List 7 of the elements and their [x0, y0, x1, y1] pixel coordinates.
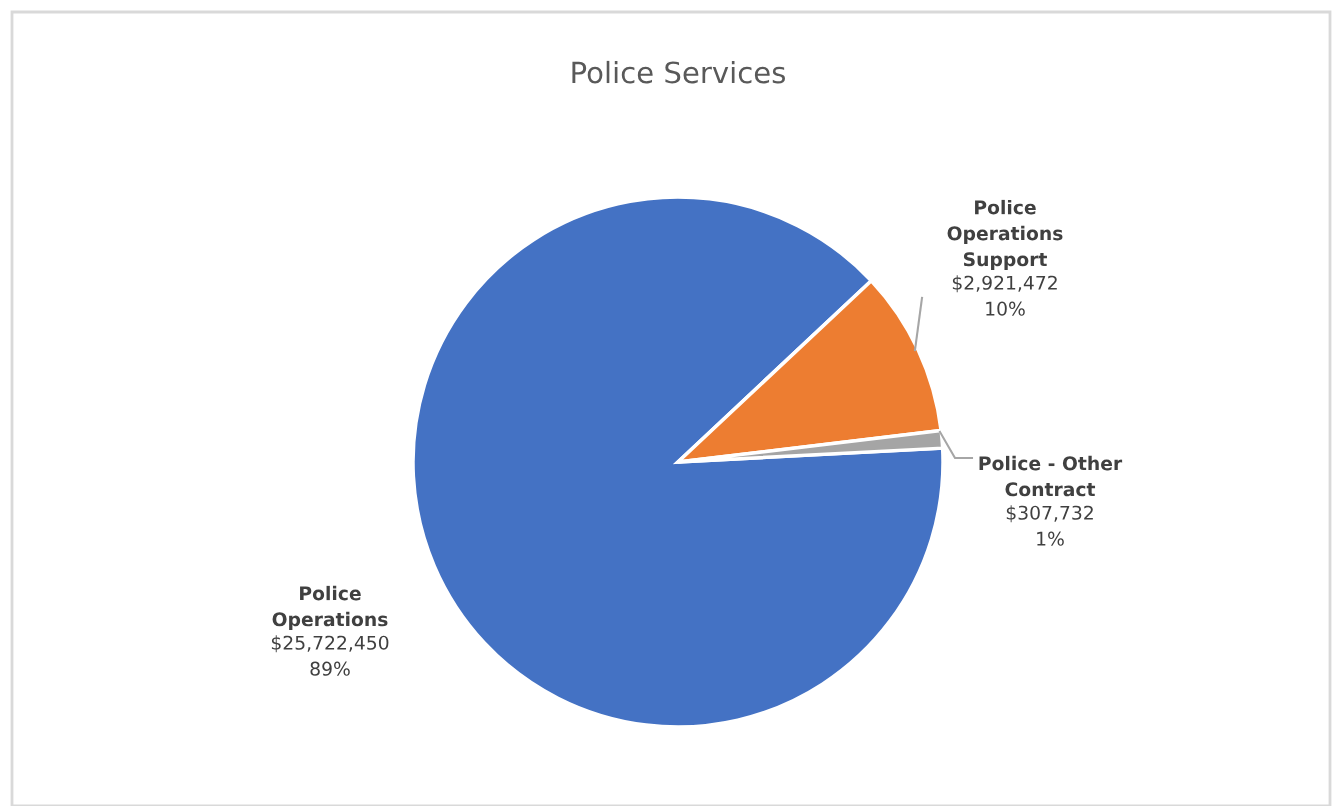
data-label: $25,722,450 89%	[271, 635, 389, 676]
data-label: $307,732 1%	[1006, 505, 1093, 546]
slice-label: Police Operations	[272, 585, 388, 630]
slice-label: Police - Other Contract	[979, 455, 1123, 497]
chart-title: Police Services	[572, 60, 785, 84]
data-label: $2,921,472 10%	[952, 275, 1057, 316]
slice-label: Police Operations Support	[947, 199, 1063, 270]
